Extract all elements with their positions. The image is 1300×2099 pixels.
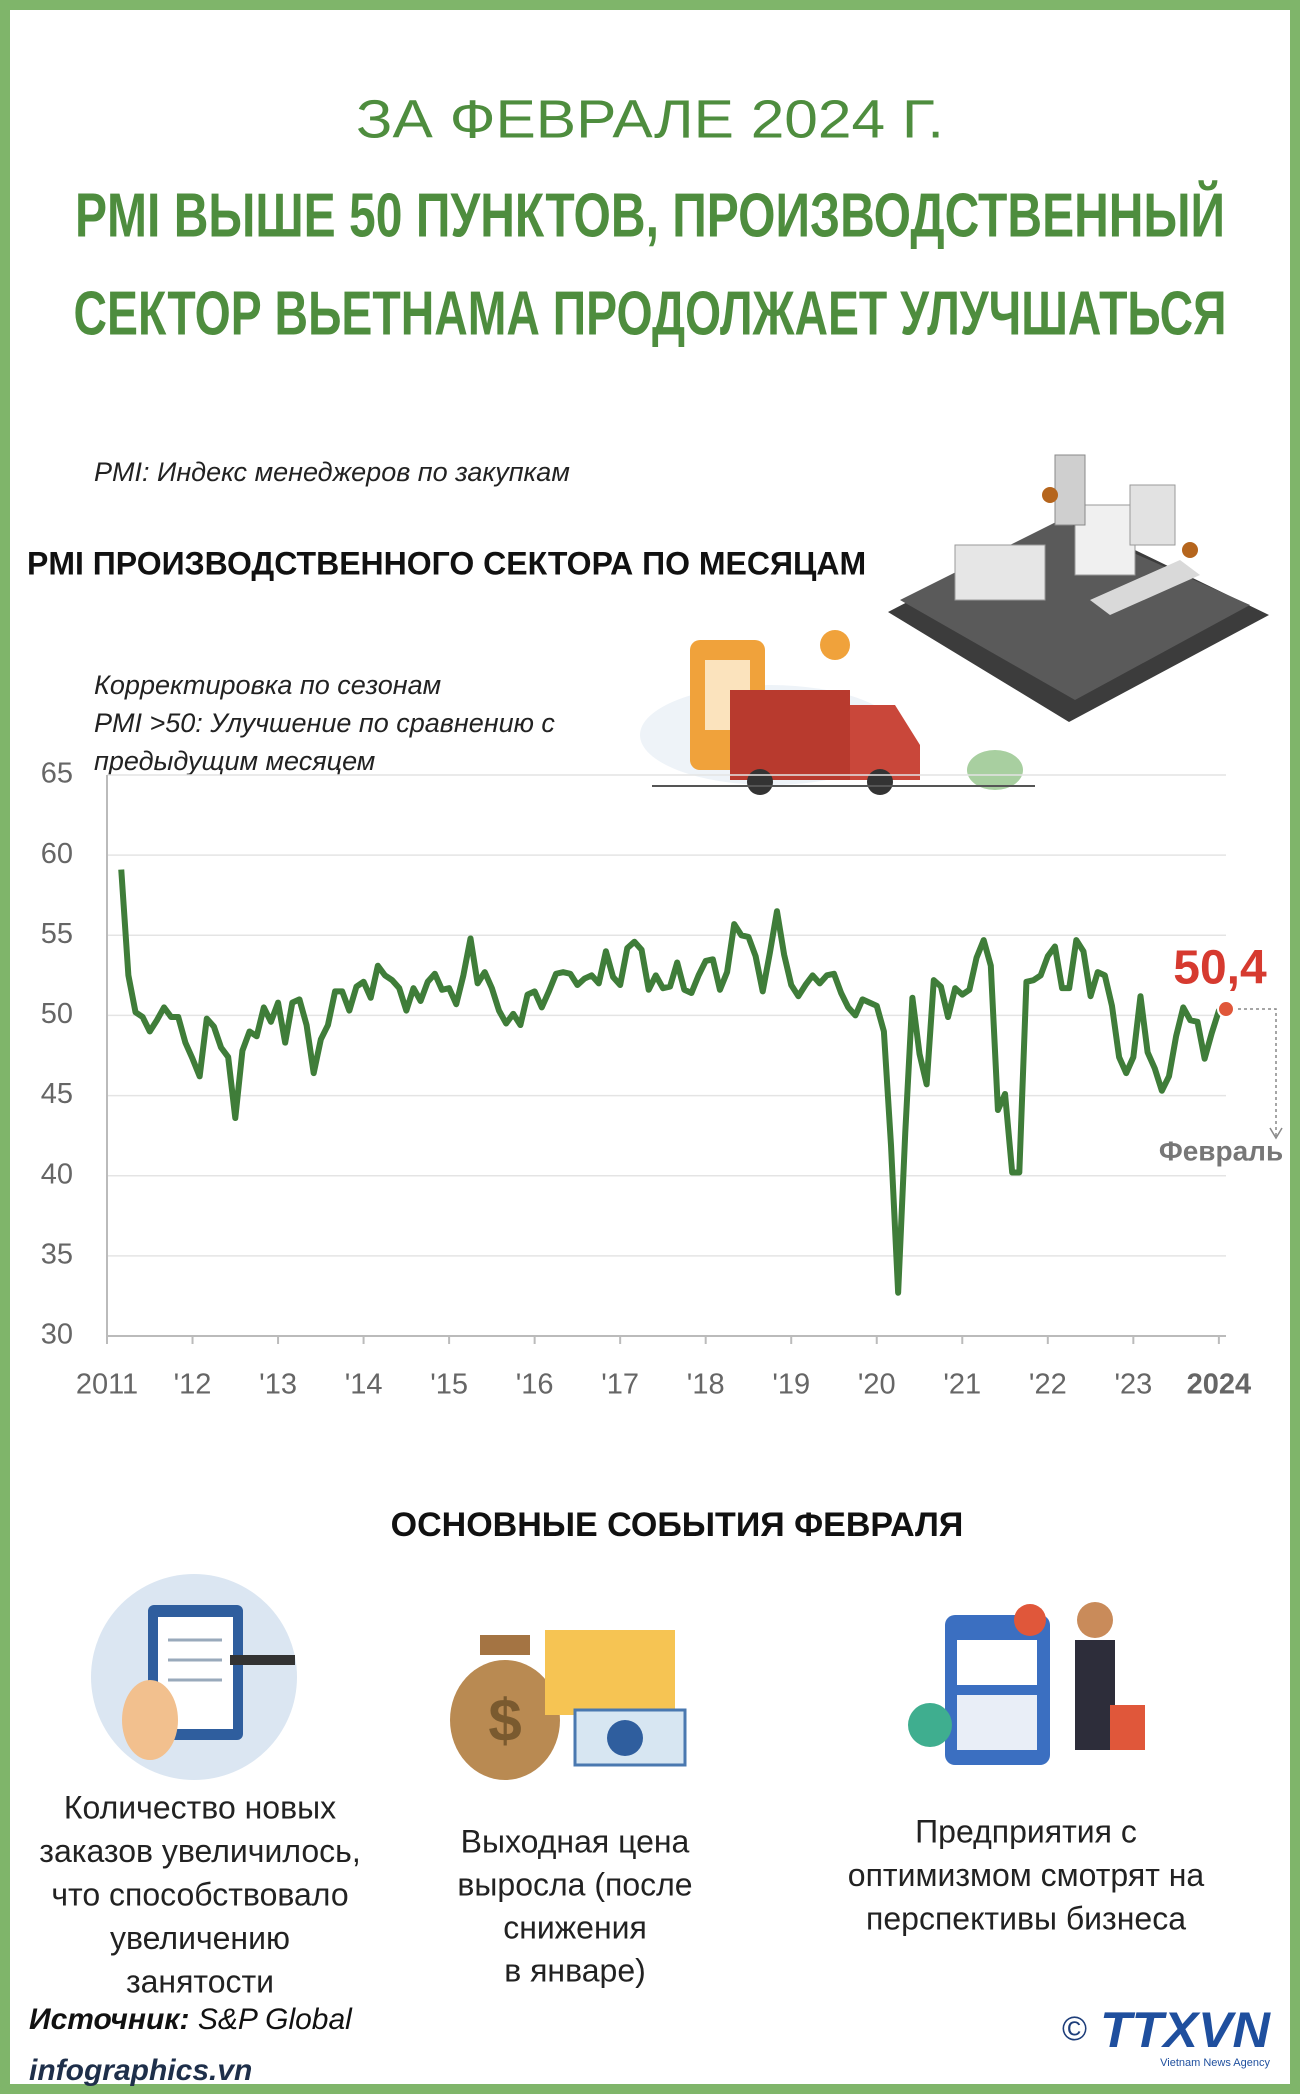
y-tick-label: 50: [41, 998, 73, 1030]
factory-illustration: [888, 454, 1269, 722]
title-line: PMI ВЫШЕ 50 ПУНКТОВ, ПРОИЗВОДСТВЕННЫЙ: [75, 180, 1225, 250]
annotation-arrow: [1269, 1127, 1283, 1140]
chart-subtitle: PMI >50: Улучшение по сравнению с: [94, 708, 555, 738]
y-tick-label: 60: [41, 838, 73, 870]
event-text: в январе): [504, 1952, 646, 1988]
line-chart: 30 35 40 45 50 55 60 65 2011 '12 '13 '14 '15 '16 '17 '1…: [41, 758, 1283, 1401]
source-name: S&P Global: [198, 2003, 353, 2036]
y-tick-label: 65: [41, 758, 73, 790]
agency-subtitle: Vietnam News Agency: [1160, 2057, 1270, 2069]
chart-subtitle: Корректировка по сезонам: [94, 670, 441, 700]
event-text: Выходная цена: [461, 1823, 690, 1859]
event-text: Количество новых: [64, 1789, 336, 1825]
event-text: увеличению: [110, 1920, 290, 1956]
x-tick-label: '12: [174, 1369, 212, 1401]
event-text: оптимизмом смотрят на: [848, 1857, 1205, 1893]
x-tick-label: 2011: [76, 1369, 138, 1401]
events: Количество новых заказов увеличилось, что …: [39, 1789, 1204, 1999]
annotation-connector: [1226, 1008, 1277, 1136]
y-tick-label: 55: [41, 918, 73, 950]
y-tick-label: 30: [41, 1319, 73, 1351]
pmi-line: [118, 869, 1227, 1296]
x-tick-label: '21: [943, 1369, 981, 1401]
x-tick-label: '18: [687, 1369, 725, 1401]
x-tick-label: '23: [1114, 1369, 1152, 1401]
last-point: [1217, 1000, 1235, 1019]
x-tick-label: '14: [345, 1369, 383, 1401]
event-text: перспективы бизнеса: [866, 1900, 1186, 1936]
icon-prices: $: [450, 1630, 687, 1780]
icon-orders: [91, 1574, 297, 1780]
title-line: СЕКТОР ВЬЕТНАМА ПРОДОЛЖАЕТ УЛУЧШАТЬСЯ: [74, 279, 1227, 348]
x-tick-label: '17: [601, 1369, 639, 1401]
x-tick-label: 2024: [1187, 1369, 1252, 1401]
x-tick-label: '19: [772, 1369, 810, 1401]
event-text: что способствовало: [51, 1876, 348, 1912]
event-text: снижения: [503, 1909, 647, 1945]
event-text: заказов увеличилось,: [39, 1833, 360, 1869]
svg-text:$: $: [488, 1687, 521, 1754]
event-text: Предприятия с: [915, 1813, 1137, 1849]
chart-title: PMI ПРОИЗВОДСТВЕННОГО СЕКТОРА ПО МЕСЯЦАМ: [27, 545, 866, 581]
definition: PMI: Индекс менеджеров по закупкам: [94, 457, 570, 487]
event-text: занятости: [126, 1963, 274, 1999]
value-label: 50,4: [1173, 942, 1267, 995]
section-title: ОСНОВНЫЕ СОБЫТИЯ ФЕВРАЛЯ: [391, 1506, 964, 1544]
title-line: ЗА ФЕВРАЛЕ 2024 Г.: [356, 89, 944, 149]
x-tick-label: '13: [259, 1369, 297, 1401]
y-tick-label: 35: [41, 1239, 73, 1271]
agency-logo: TTXVN: [1100, 2002, 1271, 2058]
delivery-illustration: [640, 630, 1035, 795]
icon-business: [908, 1602, 1145, 1765]
source: Источник: S&P Global: [29, 2003, 353, 2036]
y-tick-label: 45: [41, 1078, 73, 1110]
x-tick-label: '16: [516, 1369, 554, 1401]
x-tick-label: '20: [858, 1369, 896, 1401]
y-tick-label: 40: [41, 1158, 73, 1190]
x-tick-label: '22: [1029, 1369, 1067, 1401]
annotation: Февраль: [1159, 1135, 1283, 1166]
source-label: Источник:: [29, 2003, 190, 2036]
x-tick-label: '15: [430, 1369, 468, 1401]
copyright: ©: [1062, 2010, 1087, 2048]
site: infographics.vn: [29, 2054, 252, 2087]
event-text: выросла (после: [457, 1866, 692, 1902]
chart-subtitle: предыдущим месяцем: [94, 746, 375, 776]
